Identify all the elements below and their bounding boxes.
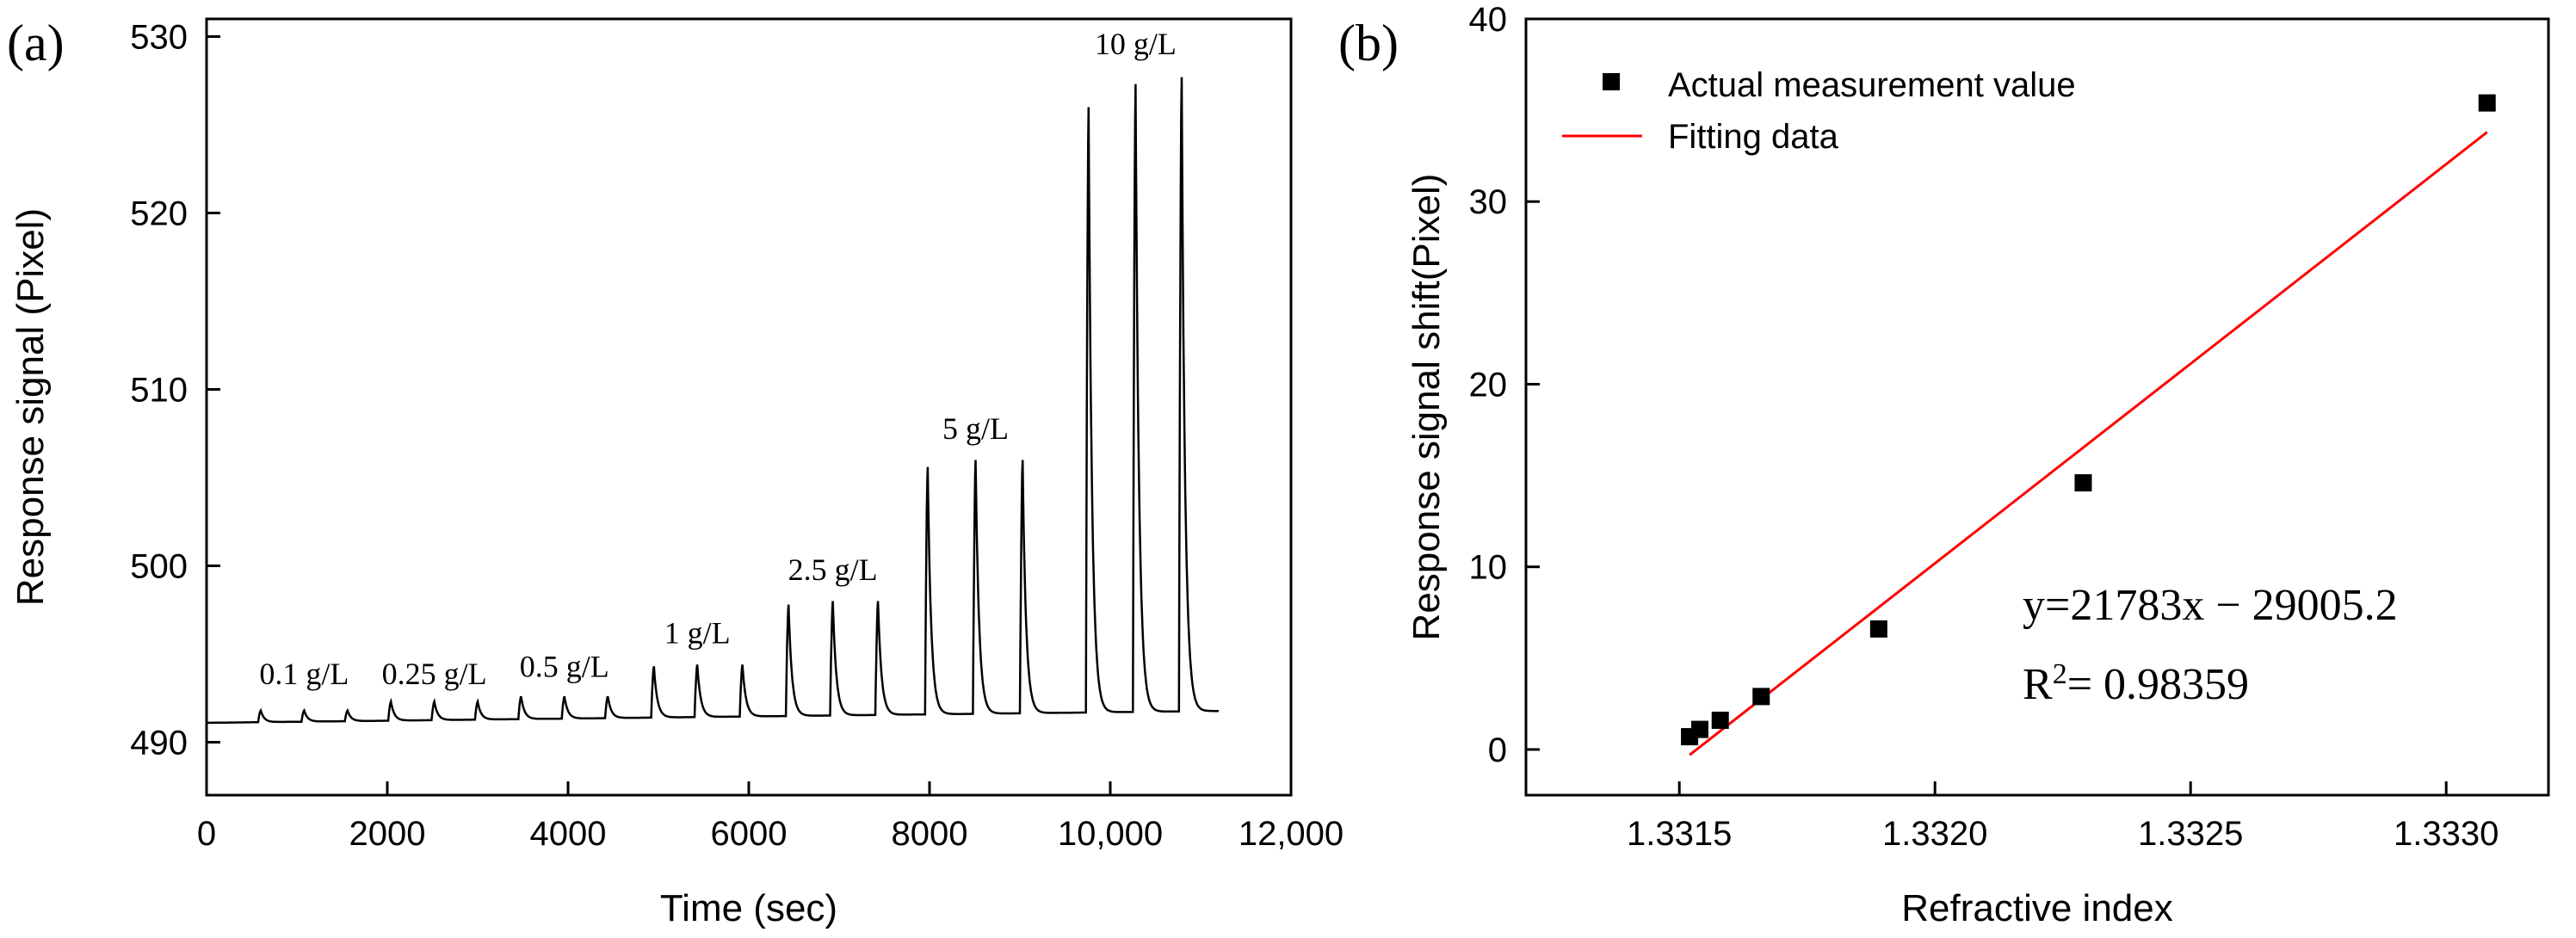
r-squared: R2= 0.98359: [2023, 658, 2249, 709]
panel-label-a: (a): [7, 15, 65, 71]
y-tick-label-b: 10: [1469, 549, 1508, 587]
plot-frame-a: [205, 17, 1293, 797]
y-tick-label-b: 40: [1469, 1, 1508, 39]
r-squared-prefix: R: [2023, 660, 2053, 709]
measurement-points: [1681, 94, 2496, 746]
concentration-label: 2.5 g/L: [788, 552, 878, 587]
measurement-point: [1711, 711, 1729, 729]
r-squared-value: = 0.98359: [2067, 660, 2249, 709]
y-tick-label-b: 30: [1469, 183, 1508, 221]
concentration-label: 0.25 g/L: [382, 657, 487, 691]
y-tick-label-a: 500: [130, 548, 188, 586]
legend: Actual measurement value Fitting data: [1562, 66, 2076, 156]
legend-label-fit: Fitting data: [1668, 118, 1839, 156]
y-axis-label-b: Response signal shift(Pixel): [1405, 174, 1448, 641]
panel-label-b: (b): [1338, 15, 1399, 71]
measurement-point: [1869, 620, 1887, 638]
measurement-point: [2478, 94, 2496, 112]
panel-a: (a) 0 2000 4000 6000 8000 10,000 12,000 490 500 5…: [7, 15, 1344, 929]
measurement-point: [1690, 720, 1708, 738]
measurement-point: [2074, 474, 2092, 492]
plot-frame-b: [1524, 17, 2550, 797]
concentration-label: 10 g/L: [1095, 27, 1177, 61]
x-tick-label-a: 2000: [349, 815, 426, 853]
x-tick-label-a: 4000: [530, 815, 607, 853]
y-tick-label-b: 0: [1488, 731, 1507, 769]
concentration-label: 0.5 g/L: [520, 650, 609, 684]
concentration-label: 1 g/L: [664, 616, 731, 651]
measurement-point: [1752, 688, 1770, 706]
r-squared-superscript: 2: [2053, 658, 2067, 690]
y-tick-label-a: 510: [130, 372, 188, 410]
x-axis-label-b: Refractive index: [1901, 887, 2172, 929]
y-tick-label-a: 490: [130, 725, 188, 762]
x-tick-label-a: 8000: [892, 815, 968, 853]
y-tick-label-a: 530: [130, 19, 188, 57]
x-axis-label-a: Time (sec): [660, 887, 837, 929]
x-tick-label-a: 10,000: [1058, 815, 1163, 853]
x-tick-label-b: 1.3315: [1627, 815, 1732, 853]
concentration-label: 5 g/L: [942, 411, 1009, 446]
x-tick-label-b: 1.3320: [1882, 815, 1987, 853]
x-tick-label-a: 6000: [711, 815, 788, 853]
response-signal-line: [207, 77, 1219, 725]
y-tick-label-b: 20: [1469, 366, 1508, 404]
x-tick-label-b: 1.3330: [2394, 815, 2499, 853]
y-tick-label-a: 520: [130, 195, 188, 233]
fit-equation: y=21783x − 29005.2: [2023, 581, 2398, 630]
concentration-labels: 0.1 g/L 0.25 g/L 0.5 g/L 1 g/L 2.5 g/L 5 g/L 1…: [259, 27, 1177, 691]
x-tick-label-a: 0: [197, 815, 216, 853]
y-axis-label-a: Response signal (Pixel): [9, 208, 52, 606]
legend-label-measurement: Actual measurement value: [1668, 66, 2076, 104]
axis-ticks-b: 1.3315 1.3320 1.3325 1.3330 0 10 20 30 40: [1469, 1, 2499, 853]
concentration-label: 0.1 g/L: [259, 657, 349, 691]
fitting-line: [1689, 131, 2488, 756]
axis-ticks-a: 0 2000 4000 6000 8000 10,000 12,000 490 500 510 52…: [130, 19, 1344, 854]
legend-marker-measurement: [1603, 73, 1620, 90]
x-tick-label-b: 1.3325: [2138, 815, 2243, 853]
panel-b: (b) 1.3315 1.3320 1.3325 1.3330 0 10 20 30 40 Ac…: [1338, 1, 2550, 929]
x-tick-label-a: 12,000: [1239, 815, 1344, 853]
